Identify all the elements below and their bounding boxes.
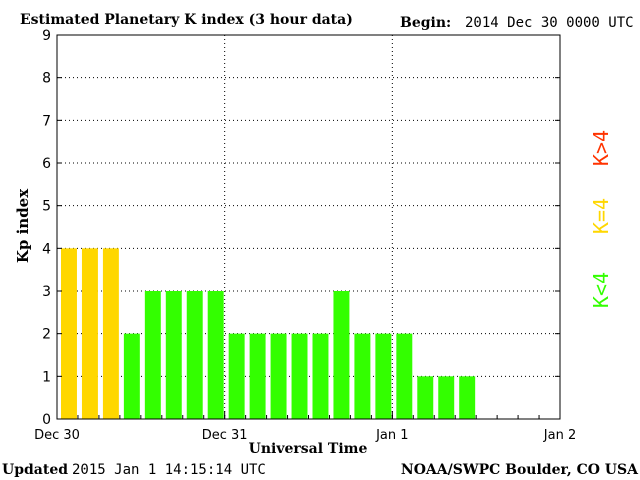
kp-bar <box>207 291 224 419</box>
plot-area: 0 1 2 3 4 5 6 7 8 9 Dec 30 Dec 31 Jan 1 Jan 2 <box>34 28 576 443</box>
begin-label: Begin: <box>400 15 451 31</box>
y-tick-label: 1 <box>42 369 51 385</box>
legend-low: K<4 <box>589 272 613 308</box>
kp-bar <box>375 333 392 419</box>
kp-bar <box>459 376 476 419</box>
kp-bar <box>165 291 182 419</box>
source-credit: NOAA/SWPC Boulder, CO USA <box>401 462 639 478</box>
legend-high: K>4 <box>589 130 613 166</box>
kp-bar <box>249 333 266 419</box>
x-tick-label: Dec 31 <box>202 428 248 443</box>
kp-bar <box>354 333 371 419</box>
y-tick-label: 6 <box>42 156 51 172</box>
kp-bar <box>123 333 140 419</box>
y-tick-label: 2 <box>42 327 51 343</box>
kp-bar <box>228 333 245 419</box>
kp-bar <box>186 291 203 419</box>
kp-bar <box>270 333 287 419</box>
kp-bar <box>291 333 308 419</box>
kp-bar <box>312 333 329 419</box>
legend-mid: K=4 <box>589 198 613 234</box>
y-tick-label: 8 <box>42 71 51 87</box>
kp-bar <box>417 376 434 419</box>
y-tick-label: 7 <box>42 113 51 129</box>
y-tick-label: 4 <box>42 241 51 257</box>
begin-value: 2014 Dec 30 0000 UTC <box>465 15 634 31</box>
y-tick-label: 9 <box>42 28 51 44</box>
y-tick-label: 3 <box>42 284 51 300</box>
x-tick-label: Jan 1 <box>375 428 408 443</box>
kp-bar <box>333 291 350 419</box>
x-axis-label: Universal Time <box>249 441 368 457</box>
kp-bar <box>81 248 98 419</box>
chart-title: Estimated Planetary K index (3 hour data… <box>20 12 353 28</box>
x-tick-label: Jan 2 <box>543 428 576 443</box>
updated-label: Updated <box>2 462 68 478</box>
y-tick-label: 5 <box>42 199 51 215</box>
kp-bar <box>396 333 413 419</box>
y-axis-label: Kp index <box>14 188 32 263</box>
y-tick-label: 0 <box>42 412 51 428</box>
x-tick-label: Dec 30 <box>34 428 80 443</box>
updated-value: 2015 Jan 1 14:15:14 UTC <box>72 462 266 478</box>
kp-bar <box>61 248 77 419</box>
kp-bar <box>144 291 161 419</box>
kp-bar <box>102 248 119 419</box>
kp-bar <box>438 376 455 419</box>
